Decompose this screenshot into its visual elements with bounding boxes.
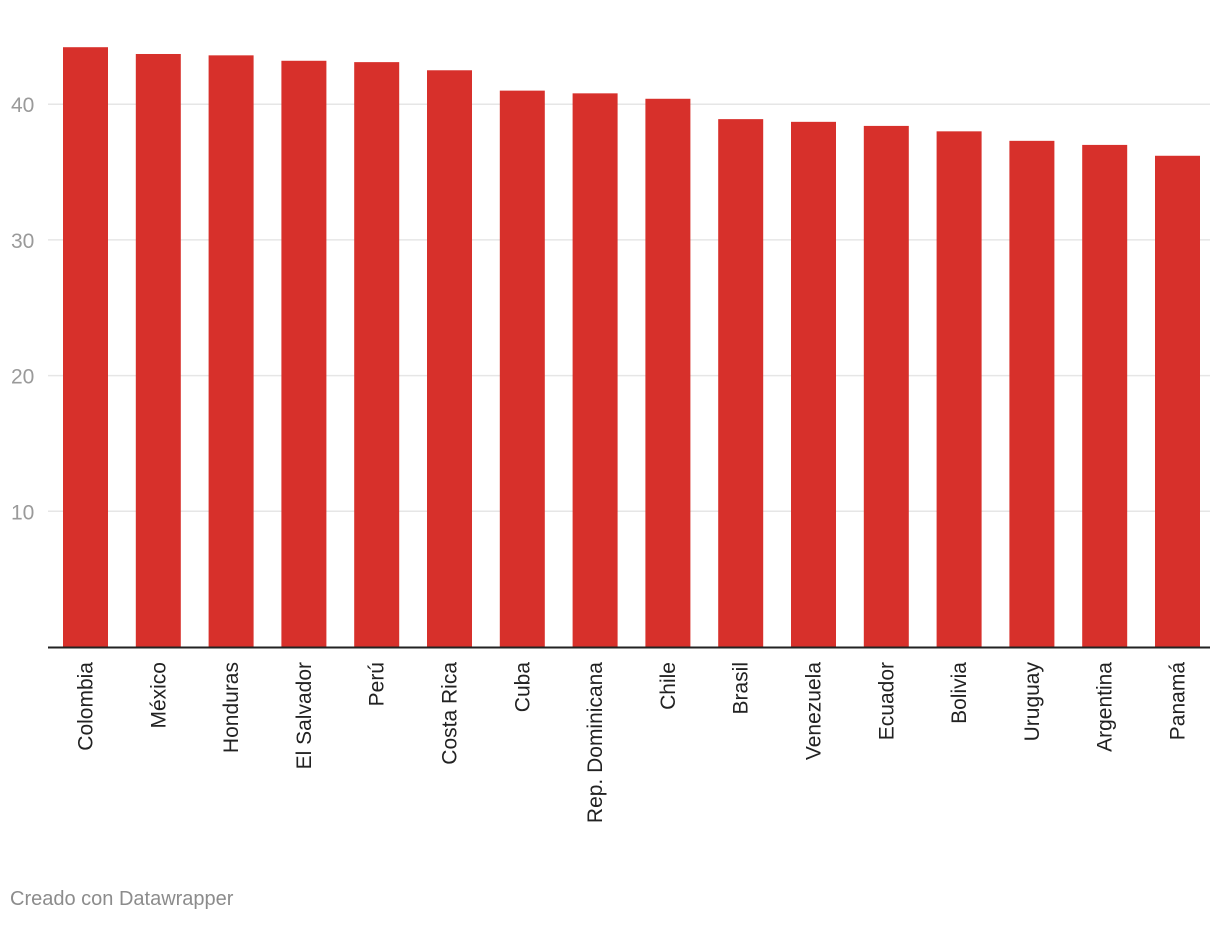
x-tick-label-colombia: Colombia [75,662,98,751]
x-tick-label-ecuador: Ecuador [875,662,898,740]
x-tick-label-m-xico: México [147,662,170,729]
y-tick-label-30: 30 [11,230,34,253]
bar-uruguay [1009,140,1055,648]
bar-honduras [208,55,254,647]
x-tick-label-uruguay: Uruguay [1021,662,1044,742]
x-tick-label-argentina: Argentina [1094,662,1117,752]
x-tick-label-panam-: Panamá [1167,662,1190,741]
x-tick-label-bolivia: Bolivia [948,662,971,724]
bar-colombia [63,47,108,648]
bar-venezuela [791,121,836,647]
x-tick-label-brasil: Brasil [730,662,753,715]
datawrapper-credit: Creado con Datawrapper [10,888,234,910]
y-tick-label-20: 20 [11,366,34,389]
y-tick-label-10: 10 [11,501,34,524]
bar-argentina [1082,144,1128,647]
bar-rep-dominicana [572,93,618,648]
x-tick-label-chile: Chile [657,662,680,710]
bar-per- [354,62,400,648]
bar-chile [645,98,691,648]
bar-el-salvador [281,60,327,647]
y-axis-tick-labels: 10 20 30 40 [11,94,34,524]
bar-ecuador [863,125,909,648]
bar-costa-rica [427,70,472,647]
bars [63,47,1200,648]
bar-cuba [499,90,545,647]
y-tick-label-40: 40 [11,94,34,117]
x-tick-label-cuba: Cuba [511,662,534,713]
x-tick-label-per-: Perú [366,662,389,706]
x-axis-category-labels: Colombia México Honduras El Salvador Perú Cos… [75,662,1190,824]
bar-bolivia [936,131,982,648]
bar-panam- [1155,155,1200,648]
bar-m-xico [135,53,181,647]
x-tick-label-honduras: Honduras [220,662,243,753]
x-tick-label-venezuela: Venezuela [803,662,826,760]
bar-brasil [718,119,764,647]
x-tick-label-rep-dominicana: Rep. Dominicana [584,662,607,823]
x-tick-label-costa-rica: Costa Rica [439,662,462,765]
x-tick-label-el-salvador: El Salvador [293,662,316,769]
